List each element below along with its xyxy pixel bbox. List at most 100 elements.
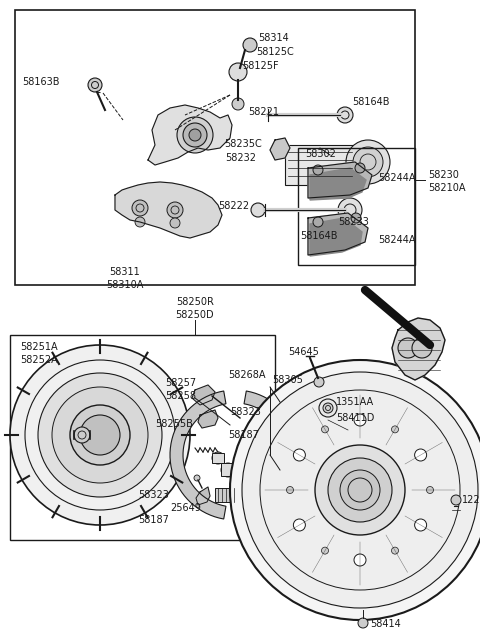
Circle shape	[328, 458, 392, 522]
Text: 58125C: 58125C	[256, 47, 294, 57]
Circle shape	[319, 399, 337, 417]
Circle shape	[221, 463, 235, 477]
Circle shape	[242, 372, 478, 608]
Text: 58311: 58311	[109, 267, 140, 277]
Text: 58187: 58187	[138, 515, 169, 525]
Circle shape	[354, 414, 366, 426]
Text: 54645: 54645	[288, 347, 319, 357]
Circle shape	[313, 217, 323, 227]
Polygon shape	[244, 391, 300, 519]
Text: 58163B: 58163B	[22, 77, 60, 87]
Text: 58251A: 58251A	[20, 342, 58, 352]
Circle shape	[427, 486, 433, 493]
Circle shape	[392, 426, 398, 433]
Text: 25649: 25649	[170, 503, 201, 513]
Circle shape	[88, 78, 102, 92]
Circle shape	[80, 415, 120, 455]
Circle shape	[38, 373, 162, 497]
Circle shape	[132, 200, 148, 216]
Text: 58268A: 58268A	[228, 370, 265, 380]
Text: 58233: 58233	[338, 217, 369, 227]
Circle shape	[354, 554, 366, 566]
Circle shape	[451, 495, 461, 505]
Text: 58210A: 58210A	[428, 183, 466, 193]
Polygon shape	[170, 391, 226, 519]
Text: 58187: 58187	[228, 430, 259, 440]
Circle shape	[74, 427, 90, 443]
Polygon shape	[310, 218, 362, 256]
Polygon shape	[148, 105, 232, 165]
Circle shape	[251, 203, 265, 217]
Circle shape	[229, 63, 247, 81]
Text: 58221: 58221	[248, 107, 279, 117]
Circle shape	[353, 147, 383, 177]
Circle shape	[340, 470, 380, 510]
Text: 1220FS: 1220FS	[462, 495, 480, 505]
Circle shape	[70, 405, 130, 465]
Text: 58255B: 58255B	[155, 419, 193, 429]
Circle shape	[337, 107, 353, 123]
Text: 58310A: 58310A	[106, 280, 144, 290]
Circle shape	[315, 445, 405, 535]
Text: 58258: 58258	[165, 391, 196, 401]
Bar	[212, 453, 224, 463]
Circle shape	[392, 547, 398, 554]
Circle shape	[212, 452, 224, 464]
Circle shape	[52, 387, 148, 483]
Text: 58411D: 58411D	[336, 413, 374, 423]
Bar	[285, 145, 355, 185]
Text: 58222: 58222	[218, 201, 249, 211]
Circle shape	[338, 198, 362, 222]
Circle shape	[170, 218, 180, 228]
Circle shape	[351, 213, 361, 223]
Text: 58305: 58305	[272, 375, 303, 385]
Text: 58230: 58230	[428, 170, 459, 180]
Bar	[10, 335, 275, 540]
Bar	[298, 148, 415, 265]
Text: 58250R: 58250R	[176, 297, 214, 307]
Circle shape	[135, 217, 145, 227]
Text: 58252A: 58252A	[20, 355, 58, 365]
Circle shape	[167, 202, 183, 218]
Polygon shape	[308, 162, 372, 198]
Circle shape	[293, 449, 305, 461]
Circle shape	[194, 475, 200, 481]
Text: 58323: 58323	[138, 490, 169, 500]
Circle shape	[189, 129, 201, 141]
Text: 58302: 58302	[305, 149, 336, 159]
Circle shape	[293, 519, 305, 531]
Text: 58314: 58314	[258, 33, 289, 43]
Circle shape	[243, 38, 257, 52]
Circle shape	[398, 338, 418, 358]
Circle shape	[322, 547, 328, 554]
Circle shape	[10, 345, 190, 525]
Polygon shape	[392, 318, 445, 380]
Polygon shape	[196, 487, 210, 505]
Circle shape	[323, 403, 333, 413]
Text: 58164B: 58164B	[352, 97, 389, 107]
Text: 58323: 58323	[230, 407, 261, 417]
Circle shape	[287, 486, 293, 493]
Text: 58257: 58257	[165, 378, 196, 388]
Polygon shape	[310, 168, 366, 200]
Text: 58164B: 58164B	[300, 231, 337, 241]
Text: 58244A: 58244A	[378, 235, 416, 245]
Circle shape	[313, 165, 323, 175]
Circle shape	[412, 338, 432, 358]
Circle shape	[183, 123, 207, 147]
Polygon shape	[198, 410, 218, 428]
Text: 58414: 58414	[370, 619, 401, 629]
Circle shape	[358, 618, 368, 628]
Circle shape	[232, 98, 244, 110]
Polygon shape	[115, 182, 222, 238]
Polygon shape	[270, 138, 290, 160]
Circle shape	[415, 449, 427, 461]
Text: 1351AA: 1351AA	[336, 397, 374, 407]
Text: 58125F: 58125F	[242, 61, 278, 71]
Text: 58250D: 58250D	[176, 310, 214, 320]
Circle shape	[340, 203, 354, 217]
Circle shape	[355, 163, 365, 173]
Text: 58232: 58232	[225, 153, 256, 163]
Circle shape	[314, 377, 324, 387]
Circle shape	[235, 68, 245, 78]
